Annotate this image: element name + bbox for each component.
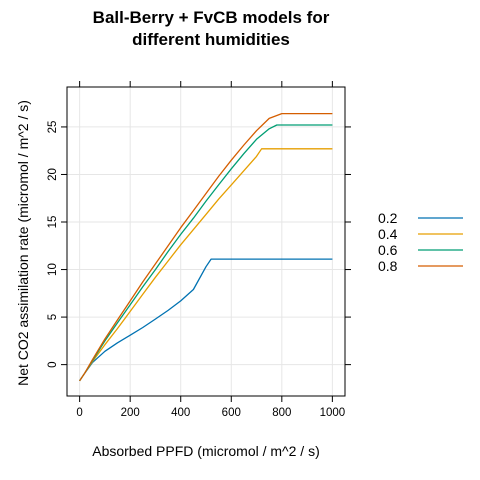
x-tick-label: 400: [171, 407, 190, 419]
x-tick-label: 200: [121, 407, 140, 419]
x-tick-label: 800: [272, 407, 291, 419]
x-tick-label: 1000: [320, 407, 346, 419]
x-tick-label: 0: [76, 407, 82, 419]
legend-label: 0.6: [378, 242, 398, 258]
series-lines: [79, 112, 333, 382]
series-line-0.6: [79, 124, 333, 382]
y-tick-label: 15: [47, 216, 59, 229]
y-axis-label: Net CO2 assimilation rate (micromol / m^…: [15, 100, 31, 386]
series-line-0.4: [79, 148, 333, 382]
chart-title-line-1: Ball-Berry + FvCB models for: [93, 8, 330, 27]
legend-label: 0.8: [378, 258, 398, 274]
series-line-0.2: [79, 258, 333, 382]
y-tick-label: 20: [47, 168, 59, 181]
axis-ticks: 0 200 400 600 800 1000 0 5 10 15 20 25: [47, 81, 351, 419]
x-axis-label: Absorbed PPFD (micromol / m^2 / s): [92, 443, 320, 459]
legend-label: 0.4: [378, 226, 398, 242]
legend: 0.20.40.60.8: [378, 210, 463, 274]
y-tick-label: 25: [47, 121, 59, 134]
legend-label: 0.2: [378, 210, 398, 226]
grid-lines: [67, 87, 345, 396]
x-tick-label: 600: [222, 407, 241, 419]
y-tick-label: 10: [47, 263, 59, 276]
plot-frame: [66, 86, 346, 397]
chart-title-line-2: different humidities: [132, 30, 290, 49]
y-tick-label: 5: [47, 314, 59, 320]
y-tick-label: 0: [47, 361, 59, 367]
series-line-0.8: [79, 112, 333, 382]
